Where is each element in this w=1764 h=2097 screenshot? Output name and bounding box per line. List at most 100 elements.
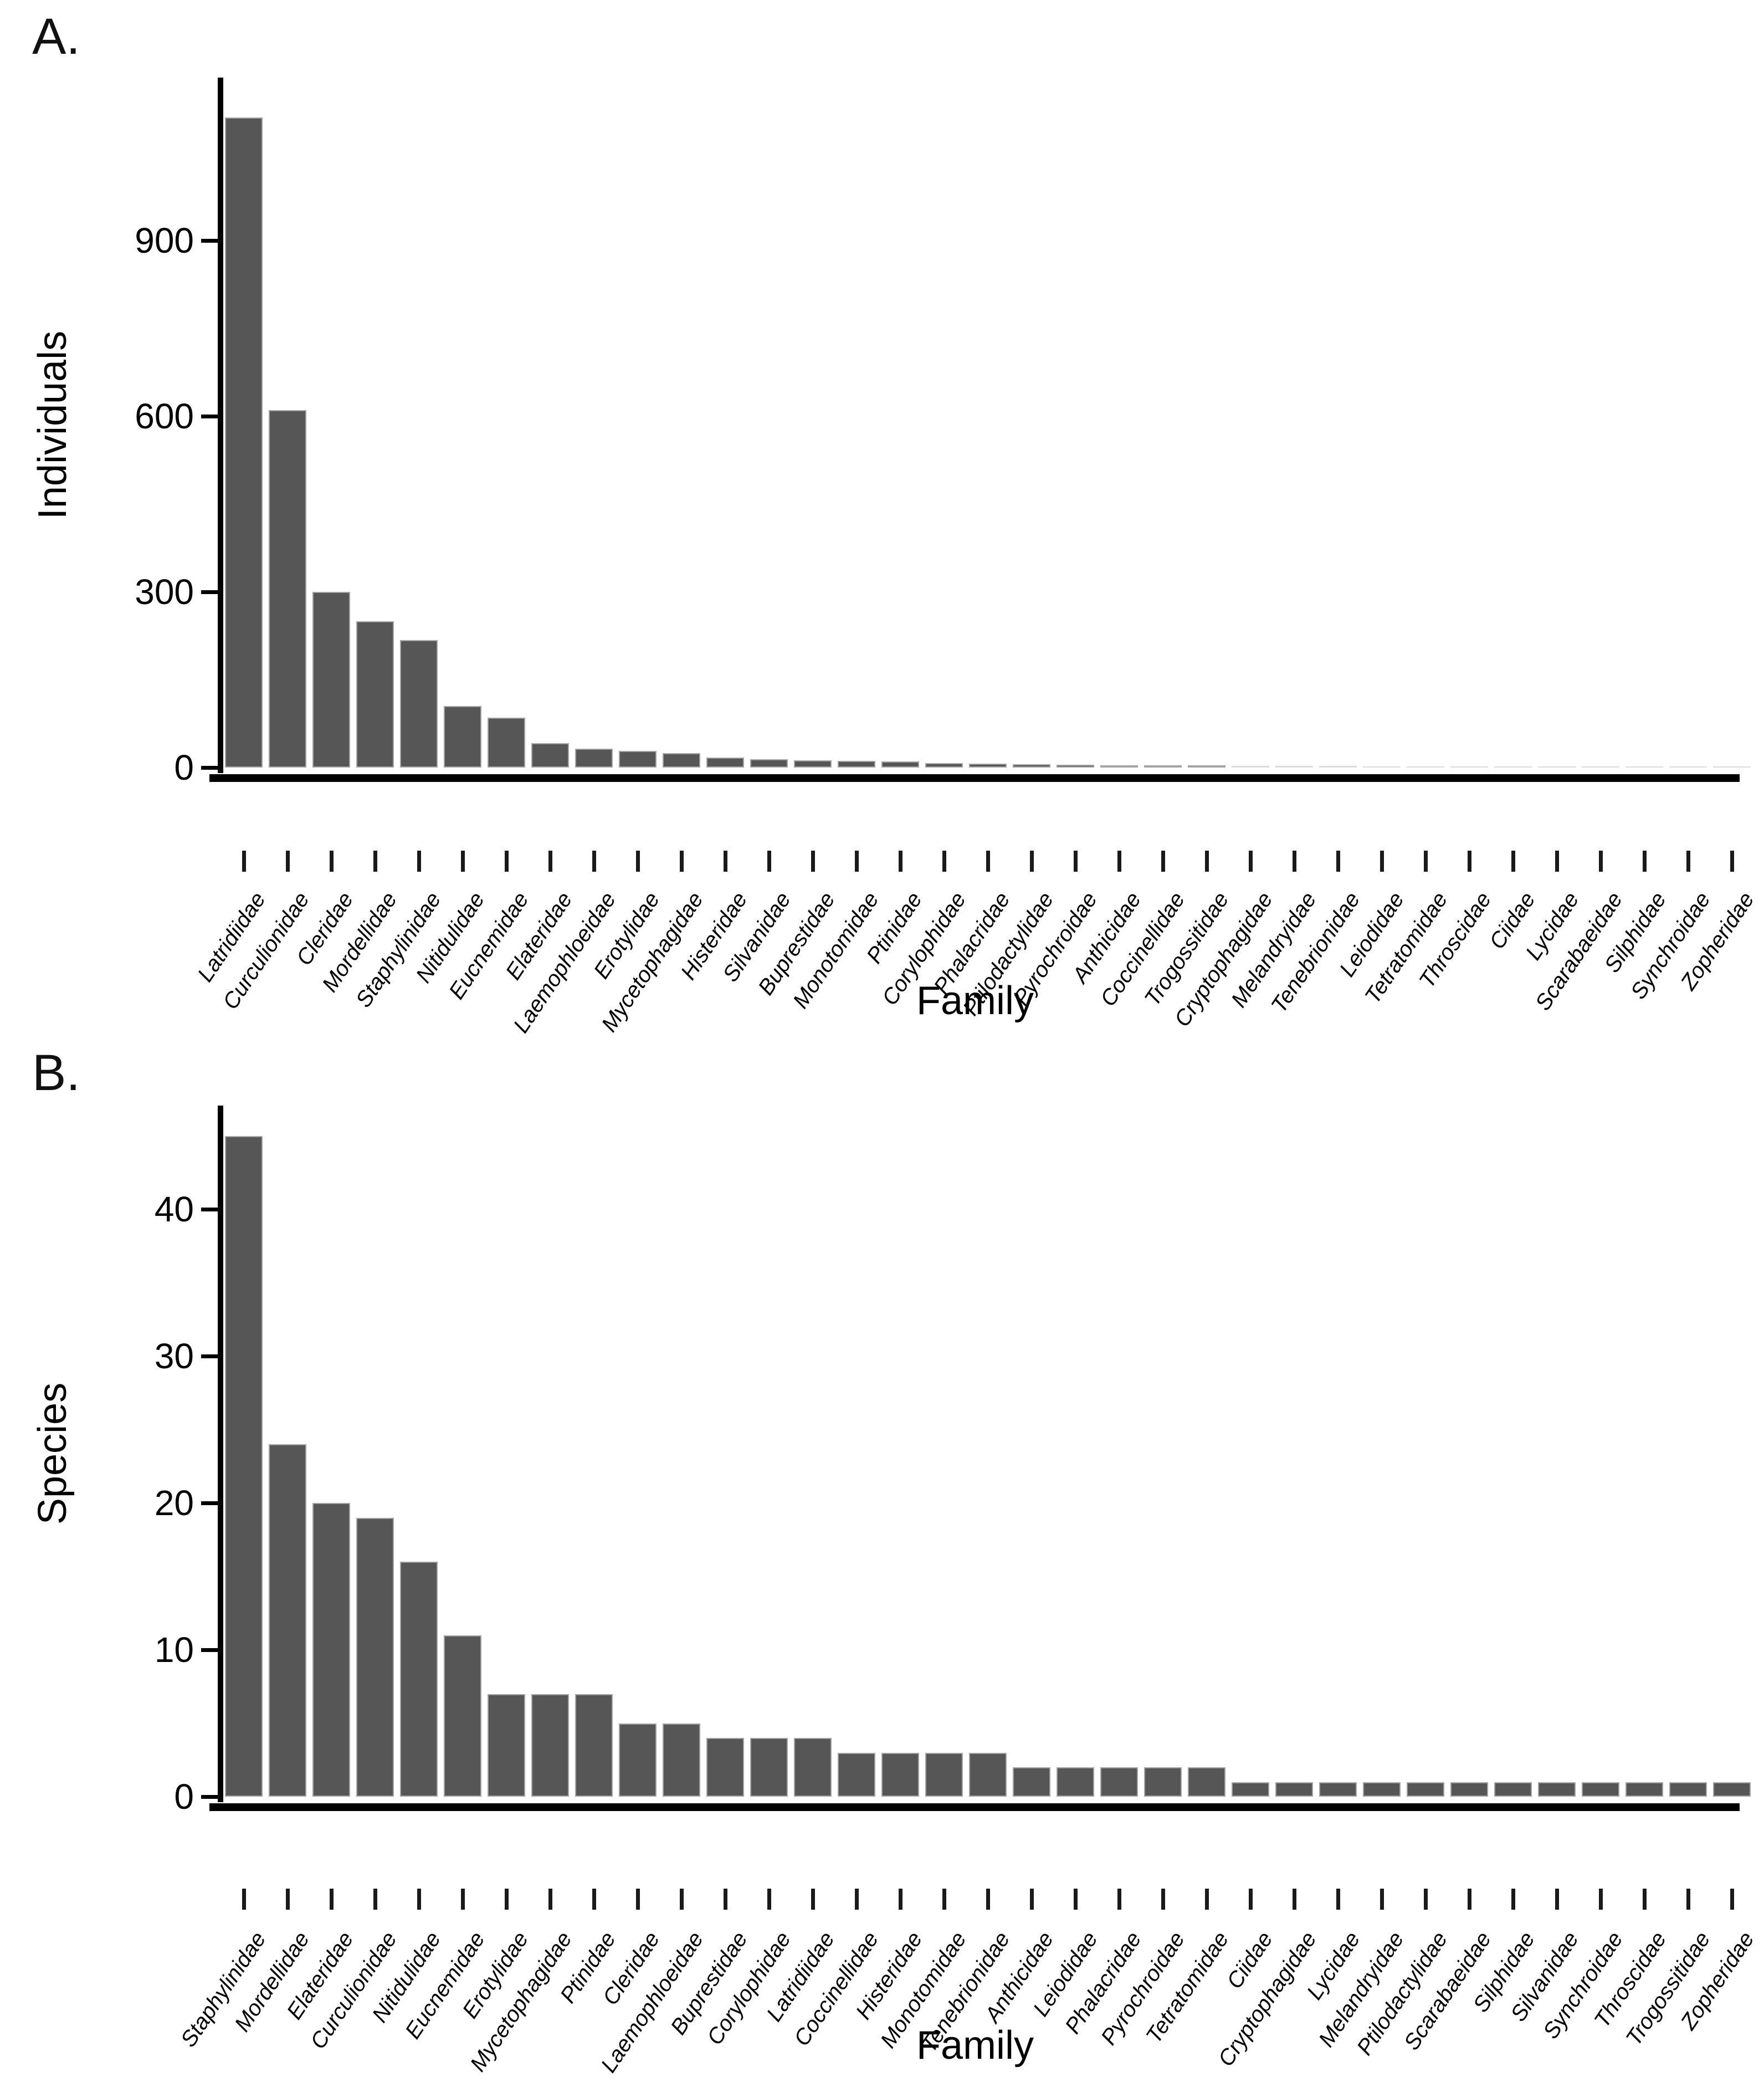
x-tick-mark [724, 851, 727, 872]
x-tick-mark [1117, 1889, 1121, 1910]
x-tick-mark [1293, 1889, 1296, 1910]
bar-nitidulidae [400, 1562, 438, 1797]
x-tick-mark [1380, 851, 1384, 872]
x-tick-mark [1424, 1889, 1428, 1910]
x-tick-mark [636, 1889, 640, 1910]
x-tick-mark [1117, 851, 1121, 872]
x-tick-mark [1599, 851, 1603, 872]
x-tick-mark [548, 851, 552, 872]
bar-tenebrionidae [1319, 765, 1357, 768]
bar-trogossitidae [1669, 1782, 1707, 1797]
bar-coccinellidae [838, 1752, 875, 1797]
y-tick-label: 600 [135, 396, 194, 436]
y-tick-label: 30 [154, 1336, 194, 1376]
bar-synchroidae [1582, 1782, 1619, 1797]
bar-laemophloeidae [575, 749, 613, 768]
y-tick-label: 20 [154, 1483, 194, 1523]
y-tick-mark [201, 414, 218, 418]
x-tick-mark [1555, 1889, 1559, 1910]
x-tick-mark [1336, 851, 1340, 872]
bar-corylophidae [925, 763, 963, 768]
bar-tetratomidae [1407, 766, 1444, 768]
x-tick-mark [1468, 851, 1471, 872]
y-tick-label: 0 [174, 748, 194, 787]
bar-ptilodactylidae [1013, 764, 1050, 768]
y-tick-label: 900 [135, 220, 194, 260]
x-tick-mark [899, 851, 902, 872]
x-tick-mark [724, 1889, 727, 1910]
y-axis-line [218, 1106, 223, 1802]
x-tick-mark [899, 1889, 902, 1910]
bar-laemophloeidae [663, 1723, 700, 1797]
bar-phalacridae [969, 763, 1007, 768]
x-tick-mark [1555, 851, 1559, 872]
bar-histeridae [881, 1752, 919, 1797]
bar-elateridae [312, 1503, 350, 1797]
x-tick-mark [1074, 1889, 1078, 1910]
x-tick-mark [636, 851, 640, 872]
x-tick-mark [811, 851, 815, 872]
bar-staphylinidae [225, 1136, 263, 1797]
x-tick-mark [1511, 1889, 1515, 1910]
x-tick-mark [592, 851, 596, 872]
bar-ciidae [1232, 1782, 1269, 1797]
x-tick-mark [986, 851, 990, 872]
bar-buprestidae [794, 760, 832, 768]
bar-zopheridae [1713, 766, 1751, 768]
bar-silphidae [1625, 766, 1663, 768]
y-tick-mark [201, 1795, 218, 1799]
bar-zopheridae [1713, 1782, 1751, 1797]
x-tick-mark [680, 851, 684, 872]
x-tick-mark [1643, 851, 1647, 872]
bar-cryptophagidae [1232, 765, 1269, 768]
x-tick-mark [1599, 1889, 1603, 1910]
y-tick-mark [201, 238, 218, 243]
x-tick-mark [461, 1889, 465, 1910]
x-tick-mark [1161, 851, 1165, 872]
x-tick-mark [1030, 1889, 1034, 1910]
bar-eucnemidae [444, 1635, 481, 1797]
bar-monotomidae [838, 761, 875, 768]
bar-scarabaeidae [1450, 1782, 1488, 1797]
x-tick-mark [942, 851, 946, 872]
bar-eucnemidae [488, 718, 525, 768]
bar-nitidulidae [444, 706, 481, 768]
bar-ciidae [1494, 766, 1532, 768]
bar-leiodidae [1363, 766, 1401, 768]
x-tick-mark [330, 851, 334, 872]
bar-ptinidae [881, 761, 919, 768]
x-axis-baseline [209, 1803, 1740, 1811]
bar-coccinellidae [1144, 765, 1182, 768]
bar-silphidae [1494, 1782, 1532, 1797]
bar-anthicidae [1013, 1767, 1050, 1797]
x-tick-mark [242, 851, 246, 872]
x-tick-mark [1686, 851, 1690, 872]
panel-b-x-axis-title: Family [916, 2023, 1034, 2068]
bar-buprestidae [706, 1738, 744, 1797]
x-tick-mark [1730, 851, 1734, 872]
x-tick-mark [592, 1889, 596, 1910]
y-tick-label: 300 [135, 571, 194, 612]
bar-melandryidae [1363, 1782, 1401, 1797]
x-tick-mark [1161, 1889, 1165, 1910]
bar-lycidae [1319, 1782, 1357, 1797]
x-tick-mark [330, 1889, 334, 1910]
y-tick-label: 0 [174, 1777, 194, 1817]
x-tick-mark [1686, 1889, 1690, 1910]
panel-a-x-axis-title: Family [916, 979, 1034, 1023]
x-tick-mark [1030, 851, 1034, 872]
bar-cleridae [619, 1723, 657, 1797]
x-tick-mark [1205, 851, 1209, 872]
x-tick-mark [1468, 1889, 1471, 1910]
bar-silvanidae [750, 759, 788, 768]
x-tick-mark [1336, 1889, 1340, 1910]
x-axis-baseline [209, 774, 1740, 782]
x-tick-mark [417, 851, 421, 872]
x-tick-mark [461, 851, 465, 872]
bar-erotylidae [488, 1694, 525, 1797]
bar-mycetophagidae [663, 753, 700, 768]
x-tick-mark [1205, 1889, 1209, 1910]
bar-erotylidae [619, 751, 657, 768]
bar-anthicidae [1100, 765, 1138, 768]
bar-mordellidae [269, 1444, 306, 1797]
